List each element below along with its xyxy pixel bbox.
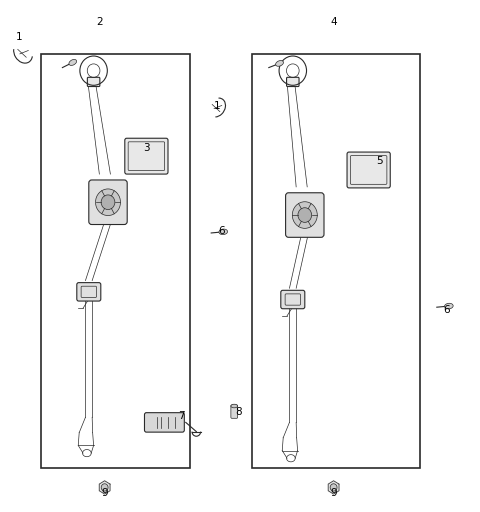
Circle shape	[298, 208, 312, 222]
Text: 3: 3	[143, 143, 150, 154]
Text: 9: 9	[101, 487, 108, 498]
Ellipse shape	[231, 404, 238, 408]
Text: 6: 6	[443, 305, 450, 315]
FancyBboxPatch shape	[144, 413, 184, 432]
FancyBboxPatch shape	[286, 193, 324, 238]
Text: 4: 4	[330, 16, 337, 27]
FancyBboxPatch shape	[347, 152, 390, 188]
Circle shape	[292, 202, 317, 228]
Polygon shape	[328, 481, 339, 494]
FancyBboxPatch shape	[281, 290, 305, 309]
Ellipse shape	[219, 229, 228, 234]
Ellipse shape	[69, 59, 77, 66]
FancyBboxPatch shape	[231, 405, 238, 418]
Text: 1: 1	[214, 101, 220, 112]
Polygon shape	[99, 481, 110, 494]
Text: 8: 8	[236, 407, 242, 417]
Circle shape	[96, 189, 120, 216]
Text: 5: 5	[376, 156, 383, 166]
Text: 1: 1	[16, 32, 23, 42]
Text: 2: 2	[96, 16, 103, 27]
Ellipse shape	[276, 60, 284, 66]
Circle shape	[330, 484, 337, 491]
Ellipse shape	[444, 303, 453, 309]
FancyBboxPatch shape	[125, 138, 168, 174]
Text: 6: 6	[218, 226, 225, 237]
FancyBboxPatch shape	[287, 77, 299, 87]
FancyBboxPatch shape	[77, 283, 101, 301]
FancyBboxPatch shape	[89, 180, 127, 224]
Text: 9: 9	[330, 487, 337, 498]
Circle shape	[101, 484, 108, 491]
Text: 7: 7	[178, 411, 185, 421]
FancyBboxPatch shape	[87, 77, 100, 87]
Circle shape	[101, 195, 115, 209]
